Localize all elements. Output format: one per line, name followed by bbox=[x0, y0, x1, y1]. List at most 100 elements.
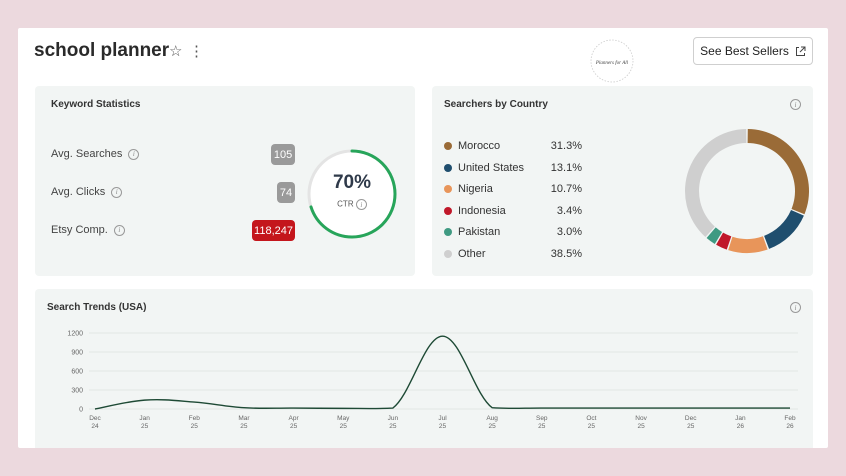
x-tick-label: Dec bbox=[685, 415, 697, 422]
x-tick-label: 25 bbox=[389, 423, 397, 430]
avg-clicks-row: Avg. Clicks i bbox=[51, 186, 123, 198]
y-tick-label: 300 bbox=[71, 388, 83, 395]
x-tick-label: Jul bbox=[438, 415, 447, 422]
donut-slice[interactable] bbox=[747, 129, 809, 215]
ctr-gauge-arc bbox=[307, 149, 397, 239]
donut-slice[interactable] bbox=[716, 232, 732, 250]
country-percent: 31.3% bbox=[550, 140, 582, 152]
keyword-statistics-title: Keyword Statistics bbox=[51, 99, 141, 110]
avg-searches-label: Avg. Searches bbox=[51, 148, 123, 160]
x-tick-label: 25 bbox=[538, 423, 546, 430]
keyword-statistics-panel: Keyword Statistics Avg. Searches i 105 A… bbox=[35, 86, 415, 276]
etsy-comp-label: Etsy Comp. bbox=[51, 224, 108, 236]
x-tick-label: Aug bbox=[486, 415, 498, 422]
searchers-by-country-panel: Searchers by Country i Morocco 31.3% Unite… bbox=[432, 86, 813, 276]
x-tick-label: 25 bbox=[141, 423, 149, 430]
external-link-icon bbox=[795, 46, 806, 56]
country-name: Pakistan bbox=[458, 226, 501, 238]
country-percent: 3.4% bbox=[556, 204, 582, 217]
x-tick-label: 25 bbox=[637, 423, 645, 430]
x-tick-label: Jan bbox=[139, 415, 150, 422]
donut-slice[interactable] bbox=[706, 227, 723, 244]
shop-logo: Planners for All bbox=[590, 39, 634, 83]
info-icon[interactable]: i bbox=[113, 224, 125, 236]
page-title: school planner bbox=[34, 40, 170, 61]
x-tick-label: Sep bbox=[536, 415, 548, 422]
country-name: Morocco bbox=[458, 140, 501, 152]
ctr-label-row: CTR i bbox=[306, 199, 398, 210]
etsy-comp-row: Etsy Comp. i bbox=[51, 224, 125, 236]
avg-clicks-label: Avg. Clicks bbox=[51, 186, 106, 198]
x-tick-label: Feb bbox=[784, 415, 796, 422]
more-options-icon[interactable]: ⋮ bbox=[189, 43, 204, 60]
x-tick-label: Apr bbox=[289, 415, 300, 422]
legend-dot bbox=[444, 163, 452, 172]
x-tick-label: 25 bbox=[340, 423, 348, 430]
search-trends-chart: 03006009001200Dec24Jan25Feb25Mar25Apr25M… bbox=[67, 331, 798, 430]
legend-dot bbox=[444, 185, 452, 193]
info-icon[interactable]: i bbox=[355, 199, 367, 210]
country-legend-item: Morocco 31.3% bbox=[444, 140, 582, 152]
see-best-sellers-label: See Best Sellers bbox=[700, 44, 789, 58]
x-tick-label: Feb bbox=[189, 415, 201, 422]
info-icon[interactable]: i bbox=[128, 148, 140, 160]
logo-text: Planners for All bbox=[595, 61, 629, 66]
x-tick-label: 26 bbox=[786, 423, 794, 430]
x-tick-label: 25 bbox=[290, 423, 298, 430]
info-icon[interactable]: i bbox=[790, 99, 801, 110]
donut-slice[interactable] bbox=[685, 129, 747, 237]
y-tick-label: 600 bbox=[71, 369, 83, 376]
searchers-by-country-title: Searchers by Country bbox=[444, 99, 548, 110]
y-tick-label: 900 bbox=[71, 350, 83, 357]
donut-slice[interactable] bbox=[764, 210, 804, 249]
legend-dot bbox=[444, 206, 452, 215]
ctr-label: CTR bbox=[337, 199, 354, 209]
country-name: United States bbox=[458, 161, 525, 174]
country-legend-item: United States 13.1% bbox=[444, 161, 582, 174]
star-icon[interactable]: ☆ bbox=[169, 43, 183, 60]
x-tick-label: Jun bbox=[388, 415, 399, 422]
ctr-gauge bbox=[307, 149, 397, 239]
country-percent: 13.1% bbox=[550, 161, 582, 174]
country-percent: 38.5% bbox=[550, 247, 582, 260]
y-tick-label: 0 bbox=[79, 407, 83, 414]
legend-dot bbox=[444, 249, 452, 258]
avg-searches-row: Avg. Searches i bbox=[51, 148, 140, 160]
country-name: Other bbox=[458, 247, 486, 260]
country-donut-chart bbox=[685, 129, 809, 253]
donut-slice[interactable] bbox=[728, 236, 768, 253]
country-percent: 10.7% bbox=[550, 183, 582, 195]
country-legend-item: Indonesia 3.4% bbox=[444, 205, 582, 217]
country-legend-item: Other 38.5% bbox=[444, 247, 582, 260]
x-tick-label: 25 bbox=[240, 423, 248, 430]
etsy-comp-value: 118,247 bbox=[252, 220, 295, 241]
x-tick-label: May bbox=[337, 415, 350, 422]
avg-clicks-value: 74 bbox=[277, 182, 295, 203]
legend-dot bbox=[444, 142, 452, 150]
see-best-sellers-button[interactable]: See Best Sellers bbox=[693, 37, 813, 65]
x-tick-label: 25 bbox=[439, 423, 447, 430]
x-tick-label: 25 bbox=[191, 423, 199, 430]
x-tick-label: 25 bbox=[687, 423, 695, 430]
info-icon[interactable]: i bbox=[790, 302, 801, 313]
legend-dot bbox=[444, 228, 452, 236]
country-percent: 3.0% bbox=[556, 226, 582, 238]
country-name: Nigeria bbox=[458, 183, 493, 195]
trend-line bbox=[94, 335, 790, 410]
info-icon[interactable]: i bbox=[111, 186, 123, 198]
country-legend-item: Nigeria 10.7% bbox=[444, 183, 582, 195]
x-tick-label: Jan bbox=[735, 415, 746, 422]
x-tick-label: 26 bbox=[737, 423, 745, 430]
x-tick-label: 25 bbox=[489, 423, 497, 430]
search-trends-panel: Search Trends (USA) i 0 300 600 900 1200 Dec 2… bbox=[35, 289, 813, 448]
country-legend-item: Pakistan 3.0% bbox=[444, 226, 582, 238]
x-tick-label: Mar bbox=[238, 415, 250, 422]
x-tick-label: Nov bbox=[635, 415, 647, 422]
avg-searches-value: 105 bbox=[271, 144, 295, 165]
x-tick-label: Oct bbox=[586, 415, 596, 422]
x-tick-label: 24 bbox=[91, 423, 99, 430]
search-trends-title: Search Trends (USA) bbox=[47, 302, 147, 313]
main-card: school planner ☆ ⋮ Planners for All See … bbox=[18, 28, 828, 448]
ctr-value: 70% bbox=[332, 172, 372, 193]
x-tick-label: Dec bbox=[89, 415, 101, 422]
